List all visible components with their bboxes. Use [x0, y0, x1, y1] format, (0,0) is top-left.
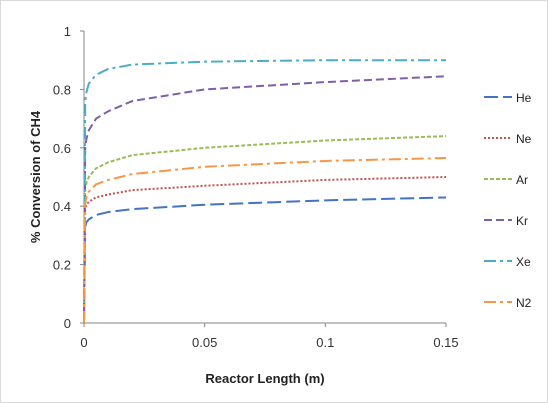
legend: He Ne Ar Kr Xe N2 [484, 91, 532, 310]
x-axis-label: Reactor Length (m) [205, 371, 324, 386]
legend-label-ar: Ar [516, 173, 528, 187]
tick-labels: 0 0.2 0.4 0.6 0.8 1 0 0.05 0.1 0.15 [53, 24, 459, 350]
x-tick-label: 0 [80, 335, 87, 350]
x-tick-label: 0.05 [192, 335, 217, 350]
y-tick-label: 0.4 [53, 199, 71, 214]
legend-label-ne: Ne [516, 132, 532, 146]
x-tick-label: 0.15 [433, 335, 458, 350]
series-line-n2 [83, 157, 447, 324]
y-axis-label: % Conversion of CH4 [28, 110, 43, 243]
series-line-xe [83, 59, 446, 324]
y-tick-label: 0.2 [53, 258, 71, 273]
y-tick-label: 0.6 [53, 141, 71, 156]
legend-label-he: He [516, 91, 532, 105]
series-line-he [83, 196, 447, 324]
y-tick-label: 0.8 [53, 82, 71, 97]
legend-label-n2: N2 [516, 296, 532, 310]
y-tick-label: 0 [64, 316, 71, 331]
y-tick-label: 1 [64, 24, 71, 39]
legend-label-kr: Kr [516, 214, 528, 228]
x-tick-label: 0.1 [316, 335, 334, 350]
series-lines [83, 59, 447, 324]
plot-area [83, 31, 446, 324]
legend-label-xe: Xe [516, 255, 531, 269]
series-line-ar [83, 135, 447, 324]
